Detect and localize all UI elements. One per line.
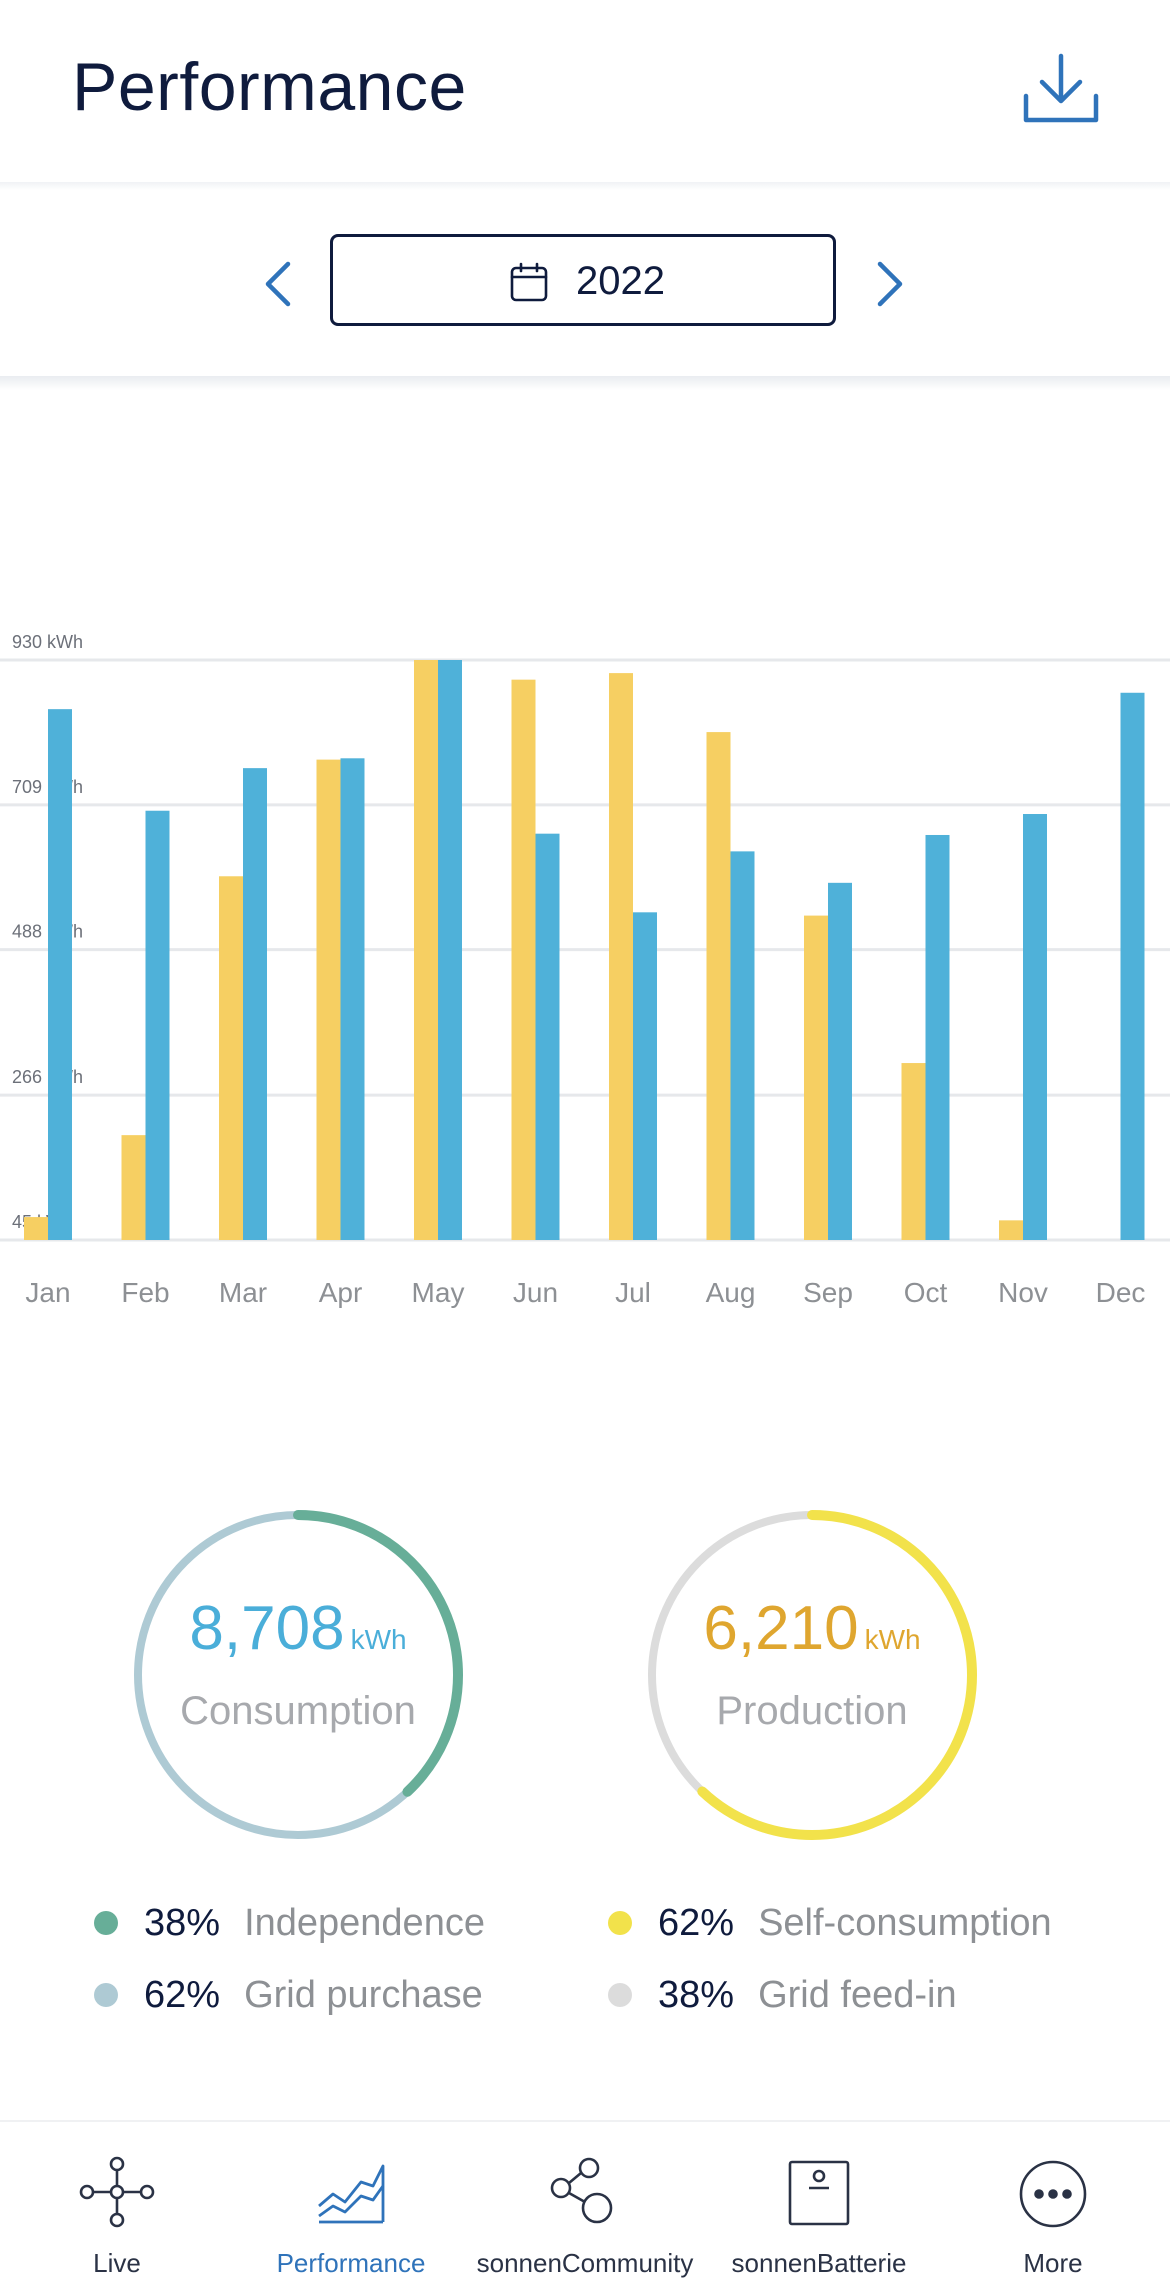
consumption-unit: kWh	[350, 1624, 407, 1655]
production-unit: kWh	[864, 1624, 921, 1655]
grid-feed-in-dot	[608, 1983, 632, 2007]
consumption-bar	[145, 810, 170, 1240]
self-consumption-label: Self-consumption	[758, 1901, 1052, 1944]
consumption-value: 8,708 kWh	[128, 1593, 468, 1664]
x-tick-label: Oct	[904, 1277, 948, 1308]
production-bar	[609, 673, 633, 1240]
x-tick-label: Nov	[998, 1277, 1048, 1308]
self-consumption-pct: 62%	[658, 1901, 735, 1944]
page-title: Performance	[72, 49, 467, 125]
x-tick-label: Jul	[615, 1277, 651, 1308]
grid-feed-in-pct: 38%	[658, 1973, 735, 2016]
tab-sonnenbatterie-label: sonnenBatterie	[731, 2248, 907, 2278]
performance-chart-icon	[311, 2156, 391, 2228]
legend-grid-purchase: 62% Grid purchase	[94, 1970, 483, 2020]
tab-live[interactable]: Live	[0, 2122, 234, 2291]
y-tick-label: 709 kWh	[12, 777, 83, 797]
more-dots-icon	[1013, 2156, 1093, 2228]
period-selector-shadow	[0, 376, 1170, 390]
grid-purchase-dot	[94, 1983, 118, 2007]
consumption-bar	[730, 851, 755, 1240]
production-number: 6,210	[703, 1594, 859, 1663]
production-value: 6,210 kWh	[642, 1593, 982, 1664]
battery-icon	[779, 2156, 859, 2228]
production-ring: 6,210 kWh Production	[642, 1505, 982, 1845]
production-bar	[706, 732, 731, 1240]
live-network-icon	[77, 2156, 157, 2228]
consumption-bar	[535, 833, 560, 1240]
community-icon	[545, 2156, 625, 2228]
x-tick-label: Feb	[121, 1277, 169, 1308]
consumption-bar	[925, 834, 950, 1240]
grid-purchase-label: Grid purchase	[244, 1973, 483, 2016]
consumption-ring: 8,708 kWh Consumption	[128, 1505, 468, 1845]
tab-sonnenbatterie[interactable]: sonnenBatterie	[702, 2122, 936, 2291]
production-ring-arc	[647, 1510, 977, 1840]
x-tick-label: Jun	[513, 1277, 558, 1308]
consumption-bar	[1120, 692, 1145, 1240]
year-picker-button[interactable]: 2022	[330, 234, 836, 326]
consumption-bar	[633, 912, 657, 1240]
tab-sonnencommunity[interactable]: sonnenCommunity	[468, 2122, 702, 2291]
self-consumption-dot	[608, 1911, 632, 1935]
x-tick-label: Jan	[25, 1277, 70, 1308]
legend-grid-feed-in: 38% Grid feed-in	[608, 1970, 957, 2020]
independence-dot	[94, 1911, 118, 1935]
app-header: Performance	[0, 0, 1170, 182]
consumption-number: 8,708	[189, 1594, 345, 1663]
consumption-bar	[438, 660, 462, 1240]
tab-more-label: More	[1023, 2248, 1083, 2278]
production-label: Production	[716, 1689, 908, 1733]
x-tick-label: Aug	[706, 1277, 756, 1308]
chevron-right-icon[interactable]	[870, 258, 910, 310]
production-bar	[414, 660, 438, 1240]
tab-performance-label: Performance	[276, 2248, 426, 2278]
independence-label: Independence	[244, 1901, 485, 1944]
production-bar	[316, 759, 341, 1240]
consumption-label: Consumption	[180, 1689, 416, 1733]
period-selector: 2022	[0, 190, 1170, 376]
download-icon[interactable]	[1018, 50, 1104, 128]
y-tick-label: 488 kWh	[12, 922, 83, 942]
y-tick-label: 930 kWh	[12, 632, 83, 652]
calendar-icon	[509, 261, 549, 303]
x-tick-label: Dec	[1096, 1277, 1146, 1308]
consumption-bar	[340, 758, 365, 1240]
tab-sonnencommunity-label: sonnenCommunity	[476, 2248, 694, 2278]
production-bar	[121, 1135, 146, 1240]
independence-pct: 38%	[144, 1901, 221, 1944]
tab-more[interactable]: More	[936, 2122, 1170, 2291]
consumption-bar	[243, 768, 267, 1240]
x-tick-label: Apr	[319, 1277, 363, 1308]
y-tick-label: 266 kWh	[12, 1067, 83, 1087]
grid-feed-in-label: Grid feed-in	[758, 1973, 957, 2016]
bottom-tab-bar: Live Performance sonnenCommunity	[0, 2120, 1170, 2291]
production-bar	[511, 679, 536, 1240]
x-tick-label: Mar	[219, 1277, 267, 1308]
consumption-bar	[828, 882, 852, 1240]
x-tick-label: Sep	[803, 1277, 853, 1308]
production-bar	[804, 915, 828, 1240]
production-bar	[24, 1217, 48, 1240]
production-bar	[901, 1063, 926, 1240]
selected-year: 2022	[576, 259, 665, 303]
x-tick-label: May	[412, 1277, 465, 1308]
tab-live-label: Live	[93, 2248, 141, 2278]
tab-performance[interactable]: Performance	[234, 2122, 468, 2291]
consumption-ring-arc	[133, 1510, 463, 1840]
production-bar	[219, 876, 243, 1240]
legend-self-consumption: 62% Self-consumption	[608, 1898, 1052, 1948]
consumption-bar	[1023, 814, 1047, 1240]
consumption-bar	[48, 709, 72, 1240]
grid-purchase-pct: 62%	[144, 1973, 221, 2016]
chevron-left-icon[interactable]	[258, 258, 298, 310]
header-divider	[0, 182, 1170, 190]
legend-independence: 38% Independence	[94, 1898, 485, 1948]
production-bar	[999, 1220, 1023, 1240]
